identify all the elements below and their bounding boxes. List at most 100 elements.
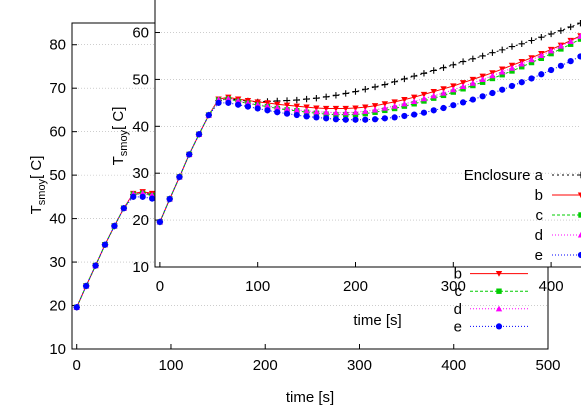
series-1-point (313, 105, 320, 112)
series-3-point (322, 109, 330, 115)
series-4-point (92, 262, 99, 269)
y-tick-label: 60 (49, 124, 66, 141)
series-3-point (528, 56, 535, 63)
series-0-point (547, 30, 555, 38)
y-tick-label: 20 (132, 212, 149, 229)
series-3-point (538, 52, 545, 59)
series-2-point (548, 50, 554, 57)
series-4-point (225, 99, 232, 106)
series-0-point (489, 49, 496, 56)
x-tick-label: 500 (535, 357, 560, 374)
series-1-point (430, 89, 437, 95)
series-4-point (420, 109, 428, 116)
series-3-point (381, 104, 389, 111)
x-tick-label: 400 (441, 357, 466, 374)
series-3-point (371, 106, 379, 113)
series-4-point (101, 241, 109, 248)
series-3-point (274, 104, 281, 111)
series-3-point (489, 72, 496, 79)
x-tick-label: 400 (539, 278, 564, 295)
series-0-point (538, 34, 545, 41)
series-3-point (518, 60, 525, 67)
y-tick-label: 20 (49, 298, 66, 315)
series-1-point (450, 83, 457, 90)
series-1-point (401, 97, 408, 103)
series-4-point (156, 218, 163, 226)
series-2-point (479, 79, 486, 85)
series-0-point (322, 93, 330, 100)
series-1-point (420, 91, 428, 98)
legend-marker (496, 288, 502, 294)
series-4-point (518, 79, 525, 86)
series-4-point (332, 116, 340, 123)
series-4-point (499, 86, 506, 93)
series-0-point (508, 43, 516, 50)
series-4-point (166, 195, 173, 203)
x-axis-label: time [s] (353, 312, 401, 329)
series-4-point (479, 93, 486, 100)
series-4-point (557, 62, 564, 69)
series-4-point (149, 195, 156, 202)
plot-frame (154, 0, 581, 268)
series-4-point (303, 113, 310, 120)
y-label-unit: [ C] (110, 107, 127, 130)
series-1-point (303, 104, 310, 111)
series-4-point (528, 75, 535, 82)
series-4-point (176, 173, 183, 181)
series-3-point (401, 100, 408, 107)
series-0-point (557, 27, 565, 34)
series-3-point (264, 102, 271, 109)
series-0-point (342, 90, 349, 97)
series-3-point (547, 47, 555, 54)
series-4-point (538, 71, 545, 78)
series-0-point (450, 61, 457, 69)
legend-label: d (535, 227, 543, 244)
legend-marker (577, 171, 581, 179)
x-tick-label: 100 (245, 278, 270, 295)
series-4-point (215, 99, 222, 106)
series-3-point (391, 102, 398, 109)
series-2-point (499, 72, 505, 78)
series-0-point (371, 83, 379, 91)
series-0-point (313, 94, 320, 102)
legend-marker (495, 323, 503, 330)
series-2-point (519, 64, 525, 70)
y-label-main: T (110, 156, 127, 165)
series-1-point (352, 105, 359, 112)
series-2-point (558, 46, 564, 52)
legend-marker (577, 192, 581, 199)
series-3-point (498, 68, 506, 75)
legend-label: Enclosure a (464, 167, 544, 184)
series-3-point (479, 76, 486, 82)
legend-marker (495, 305, 503, 312)
legend-label: b (535, 187, 543, 204)
series-2-point (528, 59, 535, 66)
series-2-point (509, 68, 515, 74)
series-4-point (130, 193, 137, 200)
series-4-point (391, 114, 398, 121)
series-4-point (459, 99, 467, 106)
legend-marker (577, 251, 581, 259)
series-0-point (381, 81, 389, 88)
series-4-point (111, 222, 118, 230)
series-3-point (342, 109, 349, 116)
series-4-point (264, 107, 271, 114)
series-2-point (567, 41, 574, 47)
series-3-point (283, 105, 291, 112)
series-3-point (362, 108, 369, 114)
y-tick-label: 80 (49, 37, 66, 54)
series-3-point (440, 89, 447, 96)
x-tick-label: 200 (343, 278, 368, 295)
series-4-point (205, 111, 212, 119)
series-2-point (489, 75, 496, 82)
series-0-point (401, 75, 408, 83)
series-4-point (401, 112, 408, 120)
series-4-point (235, 101, 242, 108)
series-0-point (332, 92, 340, 99)
series-4-point (430, 107, 437, 114)
series-4-point (83, 282, 90, 290)
series-3-point (352, 109, 359, 115)
series-0-point (567, 23, 574, 31)
